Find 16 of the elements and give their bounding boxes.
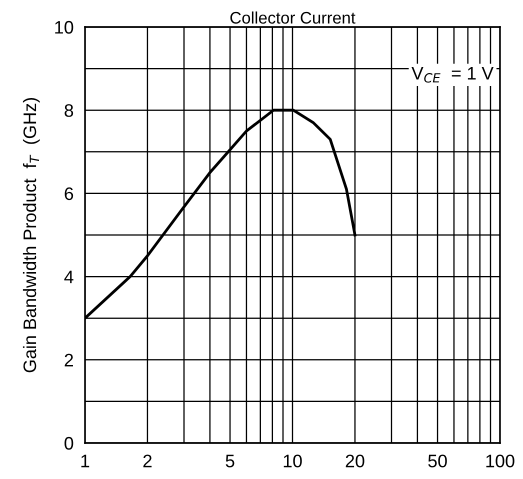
y-tick-label: 6 xyxy=(64,187,74,200)
x-tick-label: 10 xyxy=(284,454,302,468)
y-tick-label: 0 xyxy=(64,436,74,450)
y-tick-label: 10 xyxy=(55,20,74,34)
x-tick-label: 2 xyxy=(143,454,152,468)
x-tick-label: 1 xyxy=(81,454,90,468)
annotation: V$_{CE}$ = 1 V xyxy=(412,67,494,83)
x-tick-label: 50 xyxy=(428,454,447,468)
y-tick-label: 2 xyxy=(64,354,73,366)
x-tick-label: 5 xyxy=(226,454,234,468)
y-axis-title: Gain Bandwidth Product f$_{T}$ (GHz) xyxy=(22,98,40,372)
y-tick-label: 8 xyxy=(64,104,74,117)
x-tick-label: 20 xyxy=(346,454,364,468)
x-tick-label: 100 xyxy=(486,454,514,468)
y-tick-label: 4 xyxy=(64,270,74,284)
chart-title: Collector Current xyxy=(230,11,356,24)
